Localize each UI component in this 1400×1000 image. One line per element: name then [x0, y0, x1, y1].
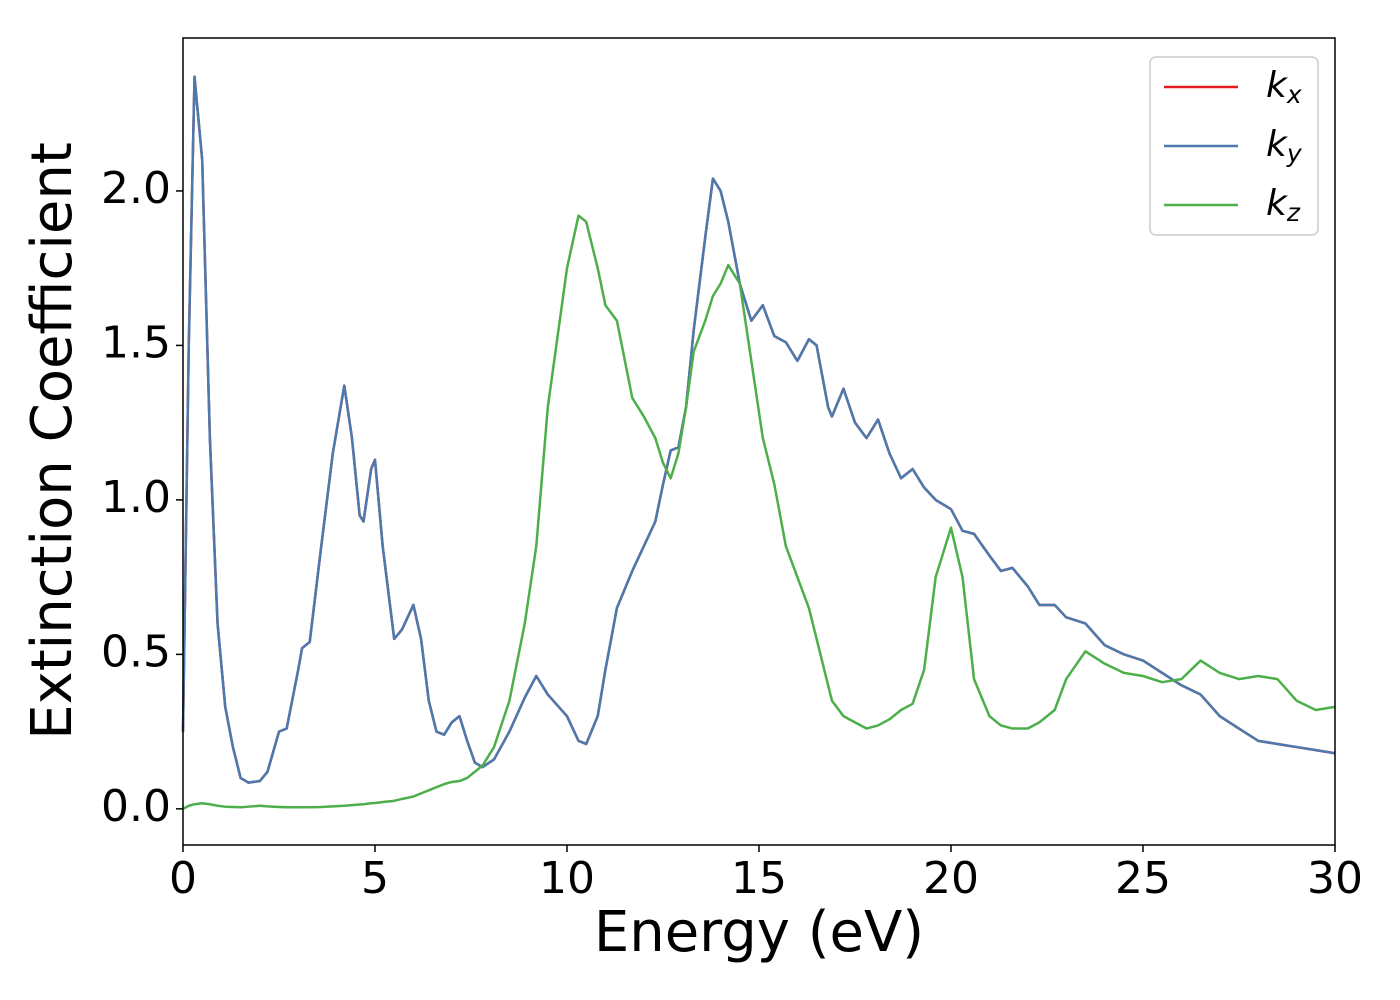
y-tick-label: 0.5	[101, 626, 171, 677]
y-tick-label: 1.0	[101, 472, 171, 523]
x-tick-label: 25	[1115, 853, 1171, 904]
plot-frame	[182, 37, 1336, 846]
series-line	[182, 214, 1336, 810]
legend: kx ky kz	[1149, 56, 1319, 236]
x-tick-label: 30	[1307, 853, 1363, 904]
legend-label: kz	[1266, 183, 1301, 227]
y-tick-label: 2.0	[101, 163, 171, 214]
legend-label: ky	[1266, 124, 1303, 168]
x-tick-label: 0	[169, 853, 197, 904]
x-tick-label: 15	[731, 853, 787, 904]
y-tick-label: 1.5	[101, 317, 171, 368]
x-tick-label: 10	[539, 853, 595, 904]
x-tick-label: 20	[923, 853, 979, 904]
x-axis-label: Energy (eV)	[594, 900, 924, 965]
legend-label: kx	[1266, 65, 1302, 109]
x-tick-label: 5	[361, 853, 389, 904]
y-axis-label: Extinction Coefficient	[20, 142, 85, 740]
series-line	[181, 75, 1336, 784]
y-tick-label: 0.0	[101, 781, 171, 832]
